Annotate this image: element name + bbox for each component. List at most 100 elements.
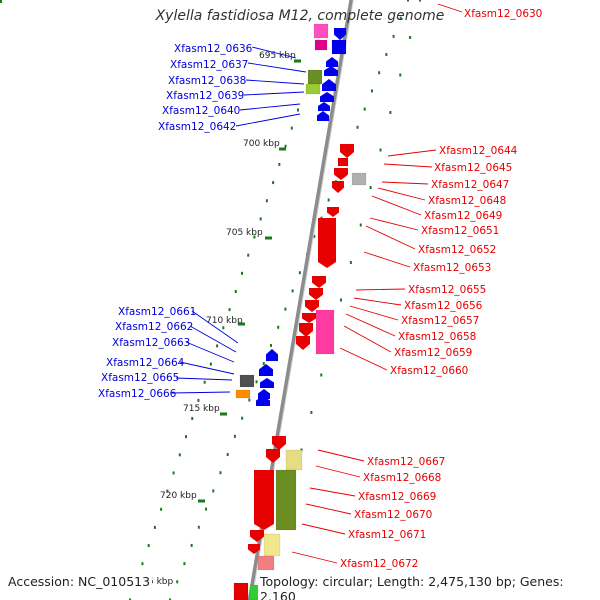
- genome-info-label: Topology: circular; Length: 2,475,130 bp…: [258, 574, 600, 600]
- inner-tick-dot: [253, 235, 256, 239]
- forward-gene-arrow: [340, 144, 354, 158]
- label-leader-line: [191, 310, 239, 344]
- label-leader-line: [185, 341, 235, 363]
- forward-gene-arrow: [302, 313, 316, 323]
- gene-label-forward: Xfasm12_0671: [348, 529, 426, 541]
- outer-tick-dot: [183, 562, 186, 566]
- inner-tick-dot: [278, 162, 281, 166]
- gene-label-reverse: Xfasm12_0640: [162, 105, 240, 117]
- outer-tick-dot: [392, 34, 395, 38]
- minor-tick-dot: [389, 111, 392, 114]
- forward-gene-arrow: [318, 218, 336, 268]
- inner-tick-dot: [147, 544, 150, 548]
- gene-label-forward: Xfasm12_0655: [408, 284, 486, 296]
- gene-label-reverse: Xfasm12_0661: [118, 306, 196, 318]
- outer-tick-dot: [248, 398, 251, 402]
- gene-feature: [275, 469, 297, 531]
- reverse-gene-arrow: [259, 364, 273, 376]
- outer-tick-dot: [262, 362, 265, 366]
- outer-tick-dot: [169, 598, 171, 600]
- gene-label-forward: Xfasm12_0672: [340, 558, 418, 570]
- gene-label-forward: Xfasm12_0649: [424, 210, 502, 222]
- inner-tick-dot: [234, 289, 237, 293]
- gene-feature: [257, 555, 275, 571]
- label-leader-line: [349, 305, 399, 321]
- outer-tick-dot: [226, 453, 229, 457]
- inner-tick-dot: [166, 489, 169, 493]
- minor-tick-dot: [310, 411, 313, 414]
- outer-tick-dot: [378, 71, 381, 75]
- outer-tick-dot: [327, 198, 330, 202]
- minor-tick-dot: [369, 186, 372, 189]
- label-leader-line: [291, 551, 338, 564]
- gene-label-forward: Xfasm12_0644: [439, 145, 518, 157]
- outer-tick-dot: [212, 489, 215, 493]
- gene-label-forward: Xfasm12_0645: [434, 162, 512, 174]
- inner-tick-dot: [228, 308, 231, 312]
- gene-label-reverse: Xfasm12_0642: [158, 121, 236, 133]
- inner-tick-dot: [272, 181, 275, 185]
- forward-gene-arrow: [334, 28, 346, 40]
- label-leader-line: [371, 195, 422, 216]
- reverse-gene-arrow: [322, 79, 336, 91]
- inner-tick-dot: [129, 598, 131, 600]
- gene-feature: [313, 23, 329, 39]
- label-leader-line: [245, 79, 305, 85]
- gene-feature: [239, 374, 255, 388]
- label-leader-line: [381, 181, 429, 185]
- inner-tick-dot: [247, 253, 250, 257]
- label-leader-line: [179, 361, 235, 375]
- inner-tick-dot: [297, 108, 299, 112]
- gene-feature: [315, 309, 335, 355]
- reverse-gene-arrow: [266, 349, 278, 361]
- label-leader-line: [343, 325, 392, 353]
- label-leader-line: [345, 313, 396, 337]
- inner-tick-dot: [185, 435, 187, 439]
- inner-tick-dot: [178, 453, 181, 457]
- inner-tick-dot: [203, 380, 206, 384]
- outer-tick-dot: [363, 107, 366, 111]
- forward-gene-arrow: [332, 181, 344, 193]
- forward-gene-arrow: [309, 288, 323, 300]
- outer-tick-dot: [219, 471, 222, 475]
- gene-feature: [314, 39, 328, 51]
- outer-tick-dot: [399, 16, 402, 20]
- inner-tick-dot: [141, 562, 144, 566]
- outer-tick-dot: [385, 53, 388, 57]
- gene-label-reverse: Xfasm12_0662: [115, 321, 193, 333]
- inner-tick-dot: [265, 199, 268, 203]
- gene-label-reverse: Xfasm12_0639: [166, 90, 244, 102]
- minor-tick-dot: [359, 223, 362, 227]
- label-leader-line: [353, 297, 402, 306]
- scale-tick: [265, 236, 272, 240]
- outer-tick-dot: [298, 271, 301, 275]
- reverse-gene-arrow: [258, 389, 270, 399]
- gene-label-forward: Xfasm12_0660: [390, 365, 468, 377]
- scale-tick: [294, 59, 301, 63]
- inner-tick-dot: [259, 217, 262, 221]
- gene-label-forward: Xfasm12_0668: [363, 472, 441, 484]
- forward-gene-arrow: [312, 276, 326, 288]
- minor-tick-dot: [419, 0, 421, 2]
- minor-tick-dot: [399, 73, 402, 77]
- outer-tick-dot: [291, 289, 294, 293]
- scale-tick: [198, 499, 205, 503]
- scale-tick: [220, 412, 227, 416]
- label-leader-line: [251, 46, 297, 59]
- reverse-gene-arrow: [260, 378, 274, 388]
- scale-label: 695 kbp: [259, 51, 296, 61]
- reverse-gene-arrow: [326, 57, 338, 67]
- inner-tick-dot: [241, 271, 243, 275]
- forward-gene-arrow: [305, 300, 319, 312]
- label-leader-line: [365, 225, 416, 250]
- label-leader-line: [189, 325, 237, 353]
- outer-tick-dot: [241, 416, 244, 420]
- gene-label-forward: Xfasm12_0652: [418, 244, 496, 256]
- forward-gene-arrow: [272, 436, 286, 450]
- inner-tick-dot: [222, 326, 225, 330]
- scale-tick-layer: 695 kbp 700 kbp 705 kbp 710 kbp 715 kbp 720 k…: [148, 51, 301, 587]
- scale-label: 720 kbp: [160, 491, 197, 501]
- outer-tick-dot: [255, 380, 258, 384]
- scale-label: 715 kbp: [183, 404, 220, 414]
